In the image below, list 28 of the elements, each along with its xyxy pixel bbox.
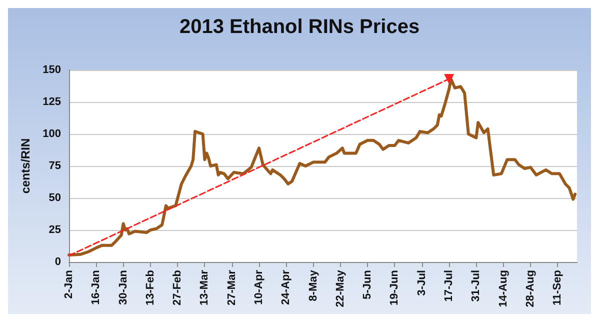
x-tick-label: 19-Jun — [388, 270, 401, 306]
x-tick-label: 13-Feb — [144, 270, 156, 306]
y-tick-label: 100 — [42, 128, 61, 140]
x-tick-label: 31-Jul — [470, 270, 482, 302]
y-tick-label: 150 — [42, 64, 61, 76]
x-tick-label: 24-Apr — [280, 269, 292, 305]
x-tick-label: 30-Jan — [117, 270, 130, 305]
x-tick-label: 3-Jul — [416, 270, 428, 296]
x-tick-label: 16-Jan — [90, 270, 102, 305]
x-tick-label: 17-Jul — [443, 270, 456, 302]
x-tick-label: 2-Jan — [63, 270, 75, 299]
y-tick-label: 25 — [48, 224, 61, 236]
x-tick-label: 8-May — [307, 269, 320, 302]
y-tick-label: 75 — [48, 160, 61, 172]
y-tick-label: 125 — [42, 96, 61, 108]
x-tick-label: 22-May — [334, 269, 346, 308]
y-tick-label: 50 — [48, 192, 61, 204]
x-tick-label: 27-Feb — [172, 270, 184, 306]
y-axis-title: cents/RIN — [18, 138, 33, 194]
x-tick-label: 27-Mar — [226, 269, 238, 306]
x-tick-label: 28-Aug — [524, 270, 536, 308]
x-tick-label: 11-Sep — [552, 270, 564, 306]
x-tick-label: 10-Apr — [253, 269, 266, 305]
x-tick-label: 14-Aug — [497, 270, 510, 308]
x-tick-label: 13-Mar — [198, 269, 211, 306]
x-tick-label: 5-Jun — [362, 270, 374, 300]
y-tick-label: 0 — [54, 256, 61, 268]
chart-title: 2013 Ethanol RINs Prices — [179, 16, 420, 38]
